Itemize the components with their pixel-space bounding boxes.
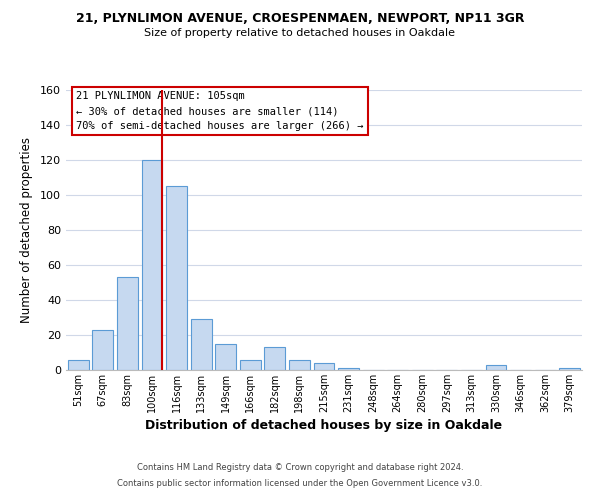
X-axis label: Distribution of detached houses by size in Oakdale: Distribution of detached houses by size … <box>145 419 503 432</box>
Bar <box>68 360 89 370</box>
Bar <box>117 277 138 370</box>
Text: 21 PLYNLIMON AVENUE: 105sqm
← 30% of detached houses are smaller (114)
70% of se: 21 PLYNLIMON AVENUE: 105sqm ← 30% of det… <box>76 92 364 131</box>
Bar <box>265 347 286 370</box>
Bar <box>485 365 506 370</box>
Bar <box>215 344 236 370</box>
Text: Size of property relative to detached houses in Oakdale: Size of property relative to detached ho… <box>145 28 455 38</box>
Bar <box>559 368 580 370</box>
Bar <box>92 330 113 370</box>
Bar <box>314 363 334 370</box>
Text: Contains HM Land Registry data © Crown copyright and database right 2024.: Contains HM Land Registry data © Crown c… <box>137 464 463 472</box>
Text: Contains public sector information licensed under the Open Government Licence v3: Contains public sector information licen… <box>118 478 482 488</box>
Bar <box>240 360 261 370</box>
Text: 21, PLYNLIMON AVENUE, CROESPENMAEN, NEWPORT, NP11 3GR: 21, PLYNLIMON AVENUE, CROESPENMAEN, NEWP… <box>76 12 524 26</box>
Bar <box>142 160 163 370</box>
Bar <box>166 186 187 370</box>
Bar <box>289 360 310 370</box>
Bar <box>338 368 359 370</box>
Y-axis label: Number of detached properties: Number of detached properties <box>20 137 33 323</box>
Bar <box>191 320 212 370</box>
